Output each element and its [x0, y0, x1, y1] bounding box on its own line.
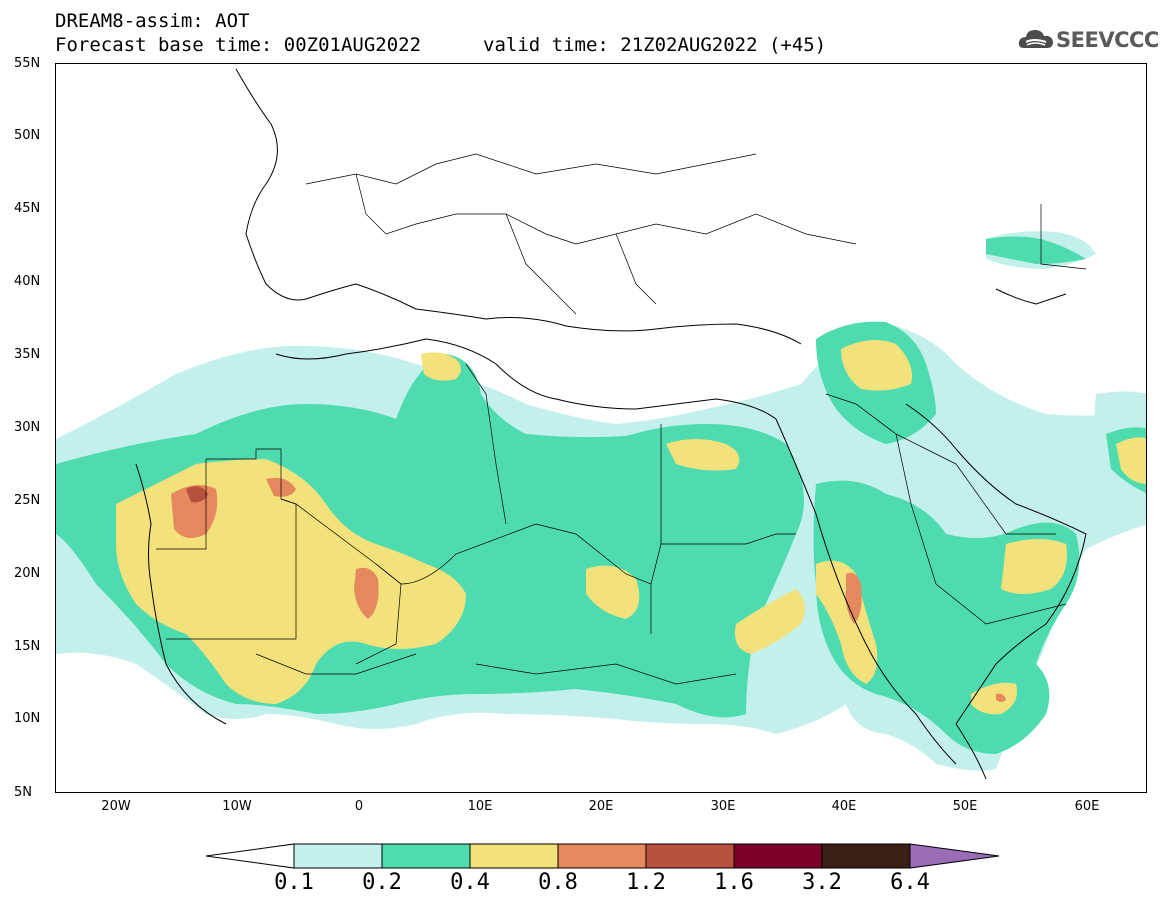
seevccc-logo: SEEVCCC — [1018, 26, 1159, 54]
colorbar-under-triangle — [205, 843, 295, 869]
country-borders — [156, 153, 1087, 685]
lat-label-30n: 30N — [14, 420, 41, 435]
colorbar-bin-4 — [557, 843, 647, 869]
colorbar-bin-6 — [733, 843, 823, 869]
colorbar-bin-5 — [645, 843, 735, 869]
colorbar-svg — [205, 843, 1000, 869]
cloud-logo-icon — [1018, 30, 1053, 48]
lat-label-25n: 25N — [14, 493, 41, 508]
coastlines — [135, 68, 1087, 780]
colorbar-label-1-6: 1.6 — [714, 870, 754, 895]
lon-label-50e: 50E — [952, 799, 978, 814]
colorbar-label-3-2: 3.2 — [802, 870, 842, 895]
aot-level-1-2 — [186, 486, 208, 503]
map-canvas — [56, 68, 1146, 780]
lat-label-5n: 5N — [14, 785, 32, 800]
colorbar — [205, 843, 1000, 869]
colorbar-bin-3 — [469, 843, 559, 869]
lat-label-40n: 40N — [14, 274, 41, 289]
lon-label-40e: 40E — [831, 799, 857, 814]
lat-label-45n: 45N — [14, 201, 41, 216]
lon-label-30e: 30E — [710, 799, 736, 814]
colorbar-label-1-2: 1.2 — [626, 870, 666, 895]
lat-label-55n: 55N — [14, 56, 41, 71]
lon-label-0: 0 — [354, 799, 364, 814]
title-line-1: DREAM8-assim: AOT — [55, 10, 250, 32]
lon-label-20e: 20E — [588, 799, 614, 814]
lon-label-20w: 20W — [101, 799, 131, 814]
colorbar-label-6-4: 6.4 — [890, 870, 930, 895]
lat-label-50n: 50N — [14, 128, 41, 143]
lat-label-15n: 15N — [14, 639, 41, 654]
aot-map — [55, 63, 1147, 793]
lon-label-10e: 10E — [467, 799, 493, 814]
lat-label-10n: 10N — [14, 711, 41, 726]
lat-label-35n: 35N — [14, 347, 41, 362]
lon-label-60e: 60E — [1074, 799, 1100, 814]
logo-text: SEEVCCC — [1056, 28, 1159, 52]
valid-time: valid time: 21Z02AUG2022 (+45) — [483, 34, 827, 56]
colorbar-bin-7 — [821, 843, 911, 869]
lon-label-10w: 10W — [222, 799, 252, 814]
colorbar-over-triangle — [909, 843, 1000, 869]
colorbar-label-0-4: 0.4 — [450, 870, 490, 895]
colorbar-bin-1 — [293, 843, 383, 869]
colorbar-label-0-1: 0.1 — [274, 870, 314, 895]
lat-label-20n: 20N — [14, 566, 41, 581]
colorbar-label-0-8: 0.8 — [538, 870, 578, 895]
forecast-base-time: Forecast base time: 00Z01AUG2022 — [55, 34, 422, 56]
colorbar-bin-2 — [381, 843, 471, 869]
colorbar-label-0-2: 0.2 — [362, 870, 402, 895]
